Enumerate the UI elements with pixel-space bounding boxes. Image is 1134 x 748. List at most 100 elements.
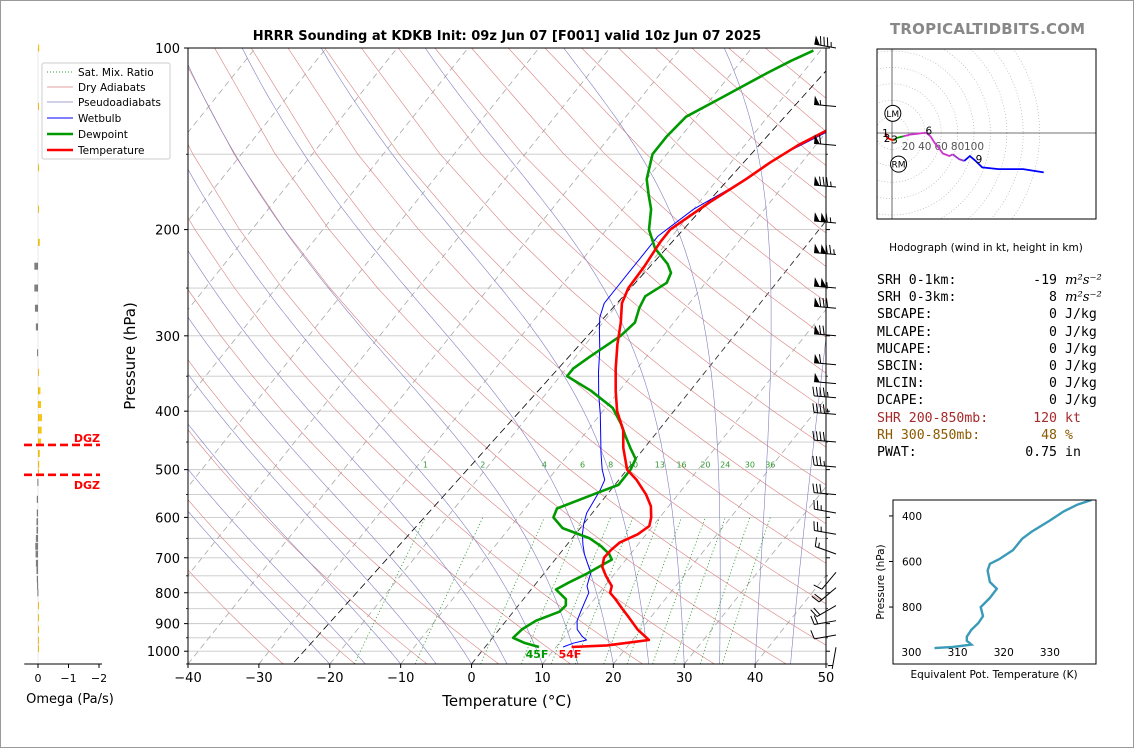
wind-barb: [814, 176, 837, 188]
barb-pennant: [814, 95, 820, 106]
y-tick-label: 1000: [147, 645, 180, 660]
barb-flag: [812, 386, 815, 396]
x-tick-label: −20: [316, 671, 343, 686]
dry-adiabat-line: [188, 216, 643, 664]
mixing-ratio-label: 4: [542, 461, 547, 470]
theta-e-ylabel: Pressure (hPa): [875, 544, 887, 619]
omega-bar: [37, 349, 39, 357]
theta-e-frame: [892, 499, 1097, 665]
hodograph-segment: [952, 153, 965, 162]
mixing-ratio-label: 2: [480, 461, 485, 470]
mixing-ratio-line: [721, 517, 771, 664]
barb-flag: [825, 244, 828, 254]
omega-bar: [38, 164, 39, 172]
theta-e-xlabel: Equivalent Pot. Temperature (K): [910, 669, 1077, 681]
reference-dashed-line: [291, 70, 826, 664]
pseudoadiabat-line: [723, 48, 772, 664]
hodograph-trace: 12 3 6 9 LM RM: [882, 104, 1044, 174]
omega-bar: [36, 509, 38, 517]
param-unit: m²s⁻²: [1065, 290, 1102, 306]
barb-staff: [814, 412, 837, 415]
param-value: 0: [1049, 393, 1057, 409]
omega-bar: [36, 526, 38, 534]
param-unit: J/kg: [1065, 393, 1097, 409]
barb-staff: [814, 620, 837, 626]
barb-flag: [810, 615, 815, 625]
hodograph-segment: [903, 132, 954, 157]
dry-adiabat-line: [324, 48, 826, 525]
wind-barb: [810, 630, 837, 640]
pseudoadiabat-line: [188, 250, 508, 664]
barb-flag: [819, 354, 822, 364]
barb-pennant: [820, 277, 827, 288]
theta-e-x-tick-label: 330: [1040, 647, 1060, 659]
legend-label-temperature: Temperature: [77, 145, 145, 157]
wind-barb: [812, 455, 837, 468]
barb-staff: [815, 546, 837, 555]
omega-bar: [37, 582, 39, 590]
barb-flag: [812, 430, 815, 441]
dry-adiabat-line: [361, 48, 826, 486]
barb-pennant: [820, 244, 827, 254]
mixing-ratio-label: 8: [608, 461, 613, 470]
barb-pennant: [814, 324, 820, 335]
omega-bar: [38, 414, 42, 422]
legend-label-mixing-ratio: Sat. Mix. Ratio: [78, 67, 154, 79]
barb-flag: [822, 387, 826, 397]
dry-adiabat-line: [188, 569, 284, 664]
site-watermark: TROPICALTIDBITS.COM: [890, 20, 1086, 38]
hodograph-segment: [884, 132, 894, 142]
theta-e-y-tick-label: 800: [902, 602, 922, 614]
param-unit: J/kg: [1065, 307, 1097, 323]
barb-pennant: [814, 134, 820, 144]
legend-box: [41, 62, 171, 160]
barb-flag: [819, 431, 822, 441]
theta-e-y-tick-label: 600: [902, 557, 922, 569]
dry-adiabat-line: [188, 499, 356, 664]
barb-flag: [813, 615, 819, 625]
barb-staff: [814, 529, 837, 535]
omega-bar: [38, 426, 42, 434]
mixing-ratio-label: 20: [700, 461, 710, 470]
barb-flag: [812, 403, 815, 413]
wind-barb: [814, 353, 837, 366]
wind-barb: [810, 605, 837, 617]
dry-adiabat-line: [188, 359, 499, 664]
barb-flag: [815, 483, 819, 494]
dry-adiabat-line: [188, 289, 571, 664]
hodograph-ring-label: 100: [964, 141, 984, 153]
barb-staff: [814, 395, 837, 399]
param-name: MLCAPE:: [877, 324, 933, 340]
x-tick-label: 40: [747, 671, 764, 686]
mixing-ratio-line: [480, 517, 545, 664]
mixing-ratio-line: [626, 517, 682, 664]
omega-bar: [38, 602, 39, 610]
barb-staff: [814, 464, 837, 468]
param-value: 8: [1049, 290, 1057, 306]
barb-flag: [825, 177, 829, 187]
skewt-profiles: [511, 49, 826, 649]
wind-barb: [814, 95, 837, 107]
hodograph-marker-label: RM: [892, 161, 906, 171]
barb-staff: [814, 492, 837, 496]
mixing-ratio-label: 13: [655, 461, 665, 470]
hodograph-marker: [890, 155, 908, 173]
omega-bar: [35, 542, 38, 550]
barb-flag: [822, 325, 825, 335]
pseudoadiabat-line: [188, 316, 472, 664]
hodograph-segment: [963, 154, 1044, 174]
barb-half-flag: [833, 249, 835, 255]
barb-pennant: [814, 243, 820, 254]
barb-staff: [831, 647, 837, 670]
wind-barb: [812, 386, 837, 399]
barb-flag: [819, 297, 822, 307]
omega-bar: [38, 614, 39, 622]
wind-barb: [812, 430, 837, 443]
skewt-xlabel: Temperature (°C): [441, 692, 571, 710]
isotherm-line: [188, 48, 469, 399]
barb-half-flag: [823, 460, 826, 467]
isotherm-line: [188, 48, 611, 577]
param-name: SRH 0-3km:: [877, 290, 957, 306]
barb-flag: [825, 298, 829, 308]
omega-bar: [38, 368, 39, 376]
